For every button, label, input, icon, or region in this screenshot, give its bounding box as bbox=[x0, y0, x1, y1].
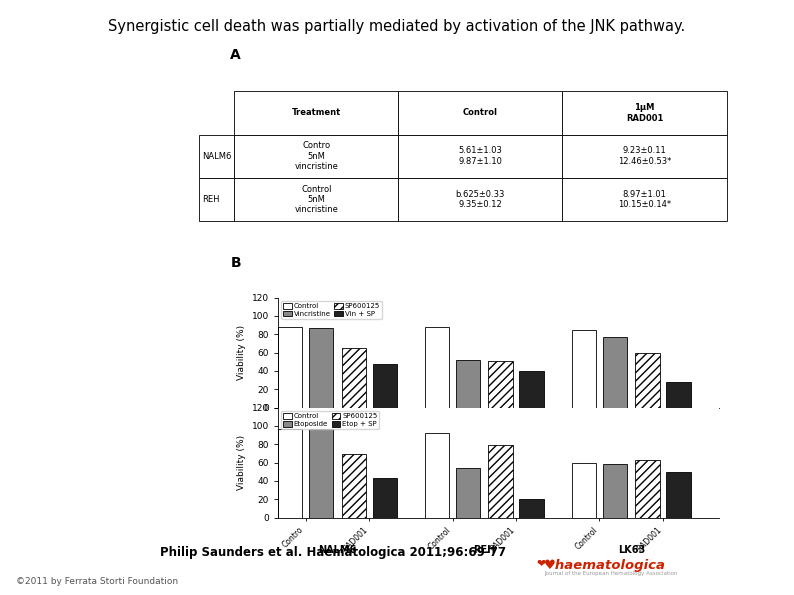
Text: LK63: LK63 bbox=[618, 545, 645, 555]
Bar bbox=[666, 382, 691, 408]
Bar bbox=[456, 360, 480, 408]
Text: A: A bbox=[230, 48, 241, 62]
Bar bbox=[603, 464, 627, 518]
Bar bbox=[341, 348, 366, 408]
Text: ♥haematologica: ♥haematologica bbox=[544, 559, 666, 572]
Bar bbox=[309, 328, 333, 408]
Text: Synergistic cell death was partially mediated by activation of the JNK pathway.: Synergistic cell death was partially med… bbox=[108, 19, 686, 34]
Bar bbox=[635, 460, 660, 518]
Bar bbox=[372, 364, 397, 408]
Bar bbox=[425, 327, 449, 408]
Bar bbox=[341, 455, 366, 518]
Text: Philip Saunders et al. Haematologica 2011;96:69-77: Philip Saunders et al. Haematologica 201… bbox=[160, 546, 507, 559]
Bar bbox=[278, 327, 303, 408]
Bar bbox=[519, 371, 544, 408]
Text: ❤: ❤ bbox=[536, 559, 545, 569]
Bar bbox=[309, 428, 333, 518]
Text: NALM6: NALM6 bbox=[318, 545, 357, 555]
Y-axis label: Viability (%): Viability (%) bbox=[237, 435, 246, 490]
Text: B: B bbox=[230, 256, 241, 270]
Bar bbox=[488, 361, 513, 408]
Bar bbox=[425, 433, 449, 518]
Bar bbox=[603, 337, 627, 408]
Legend: Control, Etoposide, SP600125, Etop + SP: Control, Etoposide, SP600125, Etop + SP bbox=[281, 411, 380, 429]
Bar bbox=[372, 478, 397, 518]
Text: Journal of the European Hematology Association: Journal of the European Hematology Assoc… bbox=[544, 571, 677, 576]
Text: REH: REH bbox=[473, 545, 495, 555]
Text: ©2011 by Ferrata Storti Foundation: ©2011 by Ferrata Storti Foundation bbox=[16, 577, 178, 586]
Bar bbox=[488, 445, 513, 518]
Bar bbox=[456, 468, 480, 518]
Bar bbox=[572, 330, 596, 408]
Legend: Control, Vincristine, SP600125, Vin + SP: Control, Vincristine, SP600125, Vin + SP bbox=[281, 301, 382, 319]
Bar bbox=[278, 428, 303, 518]
Bar bbox=[666, 472, 691, 518]
Bar bbox=[519, 499, 544, 518]
Bar bbox=[572, 463, 596, 518]
Bar bbox=[635, 352, 660, 408]
Y-axis label: Viability (%): Viability (%) bbox=[237, 325, 246, 380]
